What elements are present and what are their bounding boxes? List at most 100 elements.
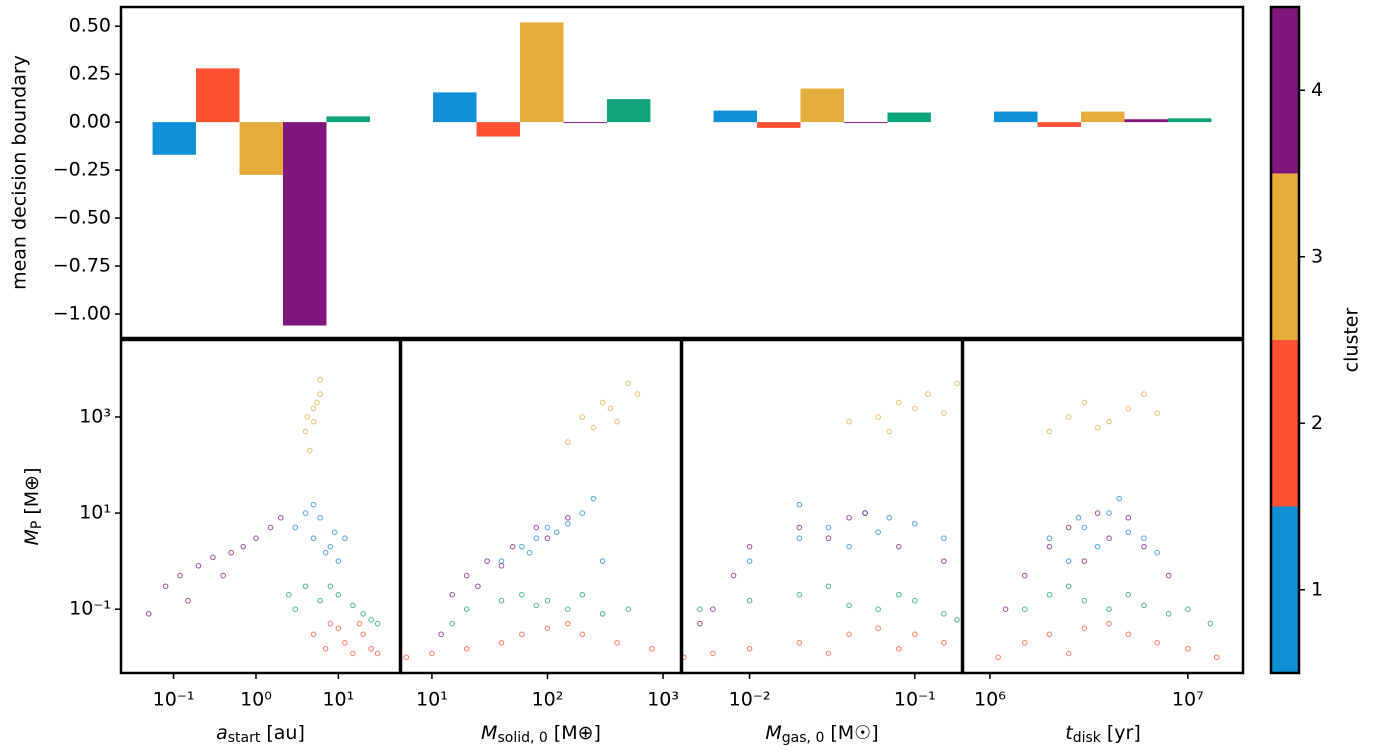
- scatter-point: [1141, 391, 1147, 397]
- colorbar-segment: [1271, 173, 1299, 340]
- axis-label: Msolid, 0 [M⊕]: [481, 722, 601, 747]
- scatter-point: [368, 645, 374, 652]
- scatter-point: [746, 558, 753, 564]
- scatter-point: [1075, 514, 1082, 521]
- scatter-point: [438, 631, 444, 638]
- scatter-point: [463, 645, 470, 652]
- colorbar-label: cluster: [1341, 308, 1363, 373]
- scatter-point: [317, 376, 323, 383]
- bar: [520, 22, 564, 123]
- scatter-point: [185, 597, 191, 604]
- bar: [152, 122, 197, 155]
- scatter-point: [1094, 424, 1101, 431]
- scatter-point: [565, 514, 571, 521]
- scatter-point: [310, 418, 317, 425]
- scatter-point: [1081, 625, 1088, 632]
- scatter-point: [228, 549, 234, 556]
- scatter-point: [317, 597, 323, 604]
- scatter-point: [846, 602, 852, 609]
- scatter-point: [896, 399, 902, 406]
- scatter-point: [177, 572, 183, 579]
- scatter-point: [509, 543, 516, 550]
- scatter-point: [1081, 524, 1088, 531]
- scatter-point: [327, 583, 334, 590]
- scatter-point: [896, 645, 902, 652]
- scatter-point: [1141, 543, 1147, 550]
- x-tick-label: 10⁻¹: [894, 689, 936, 711]
- bar: [1081, 111, 1125, 123]
- axis-unit: [au]: [266, 722, 305, 744]
- scatter-point: [1165, 572, 1172, 579]
- axis-label: MP [M⊕]: [21, 468, 46, 546]
- scatter-point: [912, 597, 918, 604]
- colorbar-tick-label: 2: [1311, 412, 1323, 434]
- scatter-point: [350, 650, 356, 657]
- scatter-point: [649, 645, 655, 652]
- scatter-point: [896, 543, 902, 550]
- scatter-point: [350, 602, 356, 609]
- bar: [1037, 122, 1082, 127]
- scatter-point: [322, 549, 329, 556]
- scatter-point: [941, 410, 947, 416]
- scatter-point: [498, 562, 505, 569]
- scatter-point: [519, 543, 525, 550]
- scatter-point: [356, 620, 363, 627]
- scatter-point: [292, 606, 299, 612]
- scatter-point: [1094, 510, 1101, 516]
- axis-subscript: gas, 0: [782, 730, 825, 746]
- scatter-point: [317, 514, 323, 521]
- y-tick-label: 0.00: [69, 111, 111, 133]
- x-tick-label: 10⁷: [1172, 689, 1204, 711]
- scatter-point: [579, 414, 586, 420]
- scatter-point: [292, 524, 299, 531]
- scatter-point: [614, 418, 620, 425]
- y-tick-label: −1.00: [53, 303, 111, 325]
- scatter-point: [220, 572, 226, 579]
- scatter-point: [846, 514, 852, 521]
- scatter-point: [886, 428, 893, 435]
- scatter-point: [519, 591, 525, 598]
- x-tick-label: 10⁻¹: [153, 689, 195, 711]
- y-tick-label: 0.50: [69, 15, 111, 37]
- x-tick-label: 10⁶: [974, 689, 1006, 711]
- scatter-point: [875, 414, 881, 420]
- scatter-point: [314, 399, 320, 406]
- scatter-point: [875, 625, 881, 632]
- scatter-point: [1213, 654, 1220, 661]
- scatter-point: [896, 591, 902, 598]
- scatter-point: [746, 543, 753, 550]
- scatter-point: [331, 529, 338, 536]
- scatter-point: [335, 558, 342, 564]
- scatter-point: [277, 514, 284, 521]
- colorbar-segment: [1271, 506, 1299, 673]
- bar: [326, 116, 370, 123]
- scatter-point: [322, 645, 329, 652]
- colorbar-tick-label: 3: [1311, 245, 1323, 267]
- scatter-point: [533, 535, 540, 542]
- scatter-point: [1065, 558, 1072, 564]
- scatter-point: [302, 583, 309, 590]
- scatter-point: [1185, 645, 1191, 652]
- scatter-point: [862, 510, 868, 516]
- scatter-point: [310, 501, 317, 508]
- scatter-point: [463, 606, 470, 612]
- axis-symbol: M: [481, 722, 497, 744]
- axis-subscript: start: [228, 730, 261, 746]
- scatter-point: [519, 631, 525, 638]
- bar: [196, 68, 240, 123]
- scatter-point: [302, 428, 309, 435]
- axis-label: tdisk [yr]: [1065, 722, 1141, 747]
- scatter-point: [240, 543, 247, 550]
- axis-subscript: disk: [1073, 730, 1102, 746]
- axis-symbol: M: [21, 529, 43, 545]
- scatter-point: [498, 558, 505, 564]
- scatter-point: [544, 535, 551, 542]
- axes-frame: [119, 5, 1245, 340]
- scatter-point: [285, 591, 292, 598]
- scatter-point: [710, 606, 716, 612]
- axes-frame: [119, 338, 402, 675]
- scatter-point: [825, 524, 832, 531]
- x-tick-label: 10⁰: [240, 689, 272, 711]
- scatter-point: [1125, 514, 1132, 521]
